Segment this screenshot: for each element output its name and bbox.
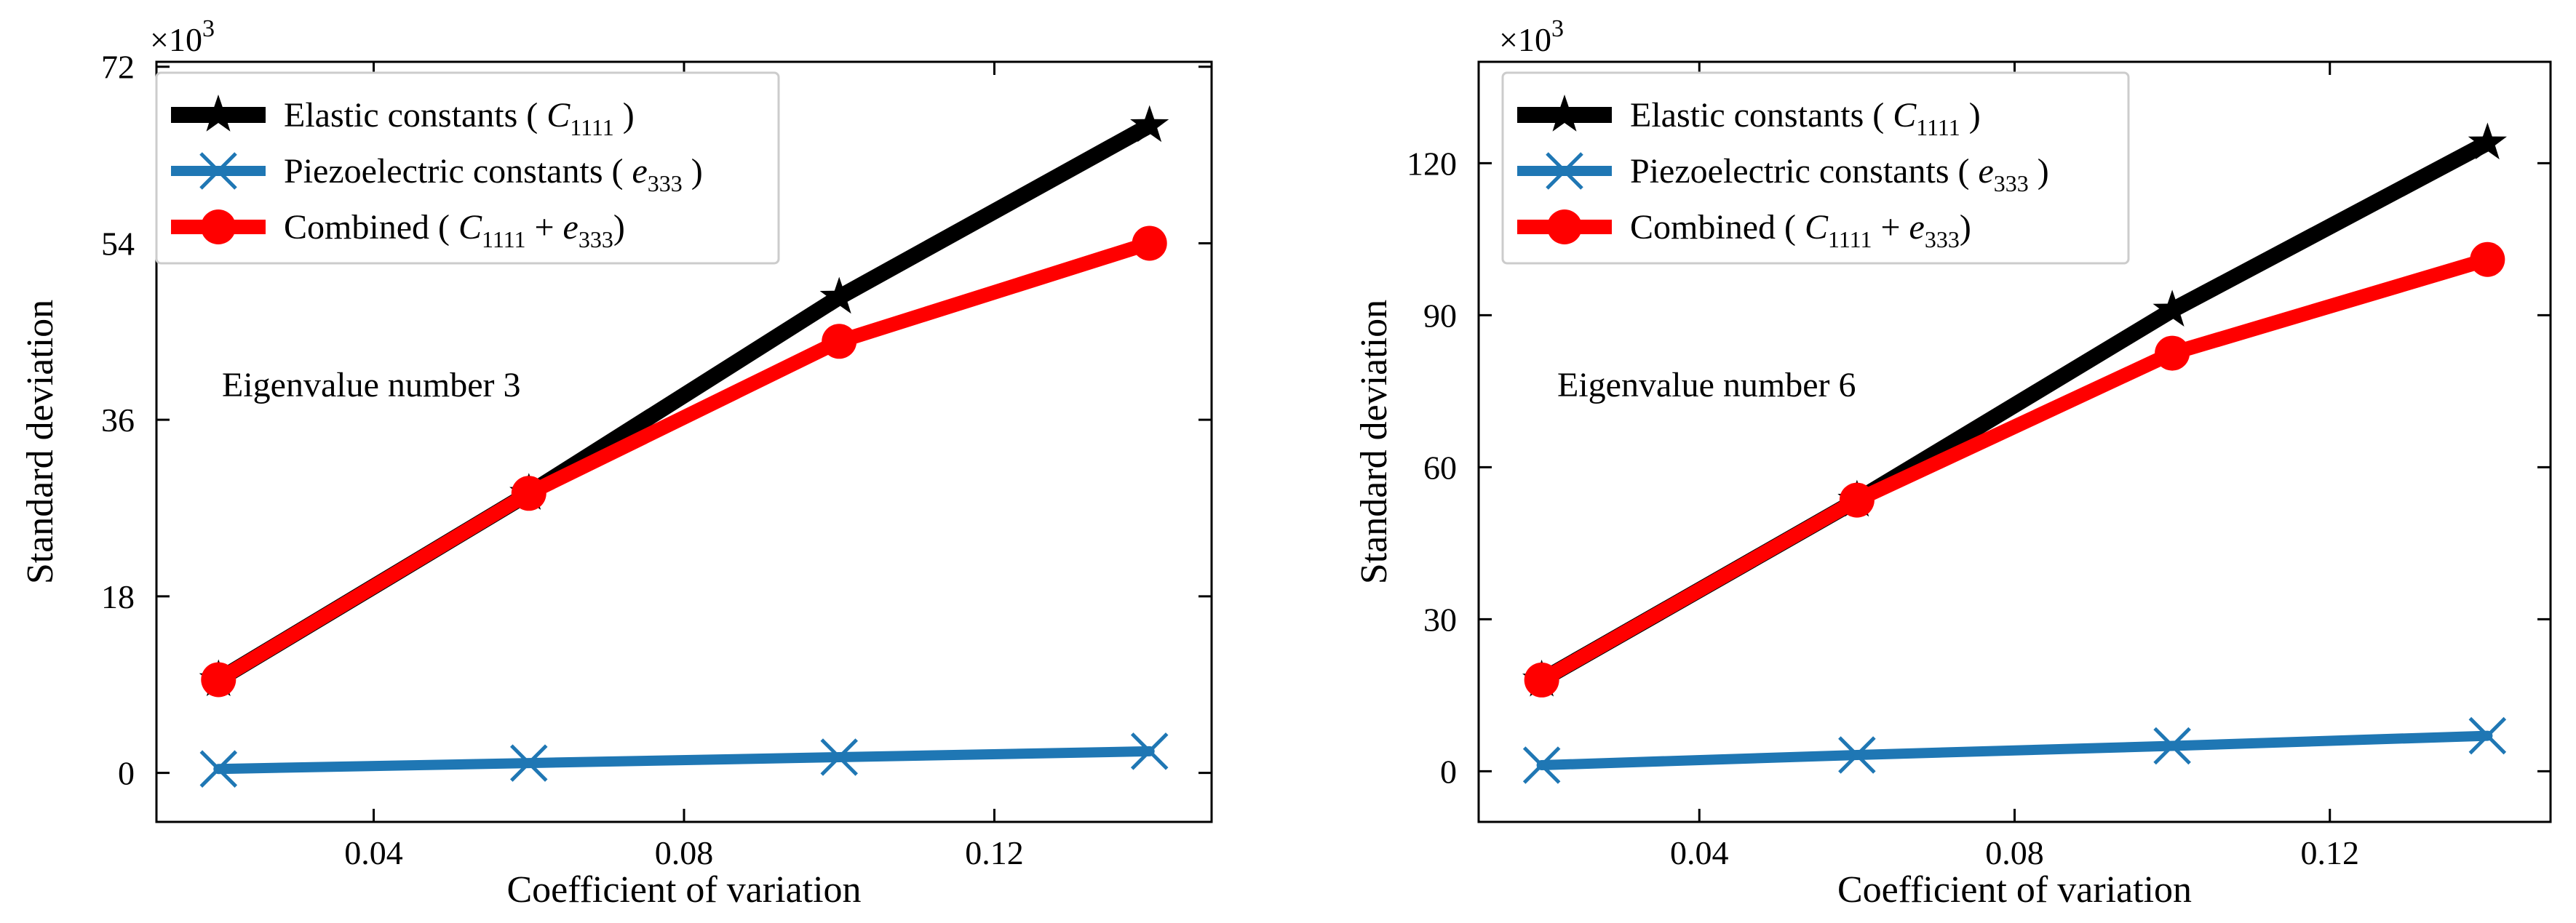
legend-label: Combined ( C1111 + e333)	[284, 208, 625, 252]
legend-label: Elastic constants ( C1111 )	[1630, 96, 1981, 140]
series-line	[211, 236, 1157, 687]
data-point-circle	[2470, 241, 2505, 277]
data-point-x	[509, 744, 548, 782]
chart-panel-1: 0.04 0.08 0.12 0 18 36 54 72 ×103 Coefficient of …	[20, 15, 1213, 911]
eigenvalue-annotation: Eigenvalue number 6	[1557, 366, 1856, 404]
legend-label: Piezoelectric constants ( e333 )	[284, 152, 703, 196]
data-point-circle	[201, 662, 236, 698]
data-point-circle	[822, 324, 857, 359]
axis-multiplier: ×103	[1499, 15, 1564, 58]
series-x	[199, 732, 1169, 788]
legend-star-marker	[199, 95, 238, 132]
x-tick-label: 0.08	[655, 834, 714, 871]
x-tick-label: 0.04	[344, 834, 403, 871]
data-point-x	[2153, 727, 2191, 765]
y-tick-label: 60	[1423, 449, 1457, 486]
legend-label: Elastic constants ( C1111 )	[284, 96, 635, 140]
y-tick-label: 54	[101, 225, 135, 262]
y-tick-label: 18	[101, 578, 135, 615]
series-line	[213, 746, 1155, 775]
x-tick-label: 0.12	[965, 834, 1024, 871]
x-tick-label: 0.08	[1985, 834, 2044, 871]
x-axis-label: Coefficient of variation	[1837, 869, 2192, 911]
legend: Elastic constants ( C1111 ) Piezoelectric…	[155, 71, 780, 265]
y-tick-label: 90	[1423, 297, 1457, 334]
data-point-x	[199, 750, 238, 788]
data-point-circle	[511, 476, 546, 511]
data-point-x	[1838, 736, 1876, 774]
y-axis-label: Standard deviation	[20, 300, 61, 584]
data-point-circle	[1132, 225, 1167, 261]
data-point-star	[1130, 105, 1169, 143]
data-point-x	[820, 738, 859, 776]
legend: Elastic constants ( C1111 ) Piezoelectric…	[1501, 71, 2130, 265]
legend-x-marker	[1546, 152, 1583, 190]
series-line	[1534, 252, 2495, 687]
axis-multiplier-exponent: 3	[1551, 15, 1564, 42]
axis-multiplier: ×103	[150, 15, 215, 58]
y-tick-label: 120	[1407, 145, 1457, 182]
y-axis-label: Standard deviation	[1353, 300, 1395, 584]
y-tick-label: 0	[118, 755, 135, 792]
x-tick-label: 0.04	[1670, 834, 1729, 871]
x-tick-label: 0.12	[2300, 834, 2359, 871]
data-point-star	[2152, 289, 2192, 327]
series-line	[1536, 730, 2493, 770]
y-tick-label: 72	[101, 49, 135, 86]
data-point-circle	[1839, 482, 1875, 518]
legend-circle-marker	[1547, 209, 1582, 244]
data-point-x	[2468, 716, 2507, 755]
data-point-circle	[2155, 335, 2190, 371]
data-point-x	[1130, 732, 1169, 770]
y-tick-label: 30	[1423, 601, 1457, 638]
legend-label: Combined ( C1111 + e333)	[1630, 208, 1971, 252]
data-point-circle	[1524, 662, 1559, 698]
data-point-x	[1522, 746, 1561, 784]
legend-circle-marker	[201, 209, 236, 244]
y-tick-label: 36	[101, 401, 135, 439]
eigenvalue-annotation: Eigenvalue number 3	[222, 366, 521, 404]
x-axis-label: Coefficient of variation	[506, 869, 861, 911]
legend-x-marker	[199, 152, 237, 190]
legend-box	[155, 71, 780, 265]
data-point-star	[2468, 122, 2507, 160]
legend-label: Piezoelectric constants ( e333 )	[1630, 152, 2049, 196]
axis-multiplier-exponent: 3	[202, 15, 215, 42]
legend-star-marker	[1545, 95, 1584, 132]
series-circle	[1524, 241, 2505, 698]
series-circle	[201, 225, 1167, 698]
data-point-star	[819, 276, 859, 314]
legend-box	[1501, 71, 2130, 265]
chart-panel-2: 0.04 0.08 0.12 0 30 60 90 120 ×103 Coefficient of…	[1353, 15, 2552, 911]
y-tick-label: 0	[1440, 753, 1457, 790]
series-x	[1522, 716, 2507, 784]
